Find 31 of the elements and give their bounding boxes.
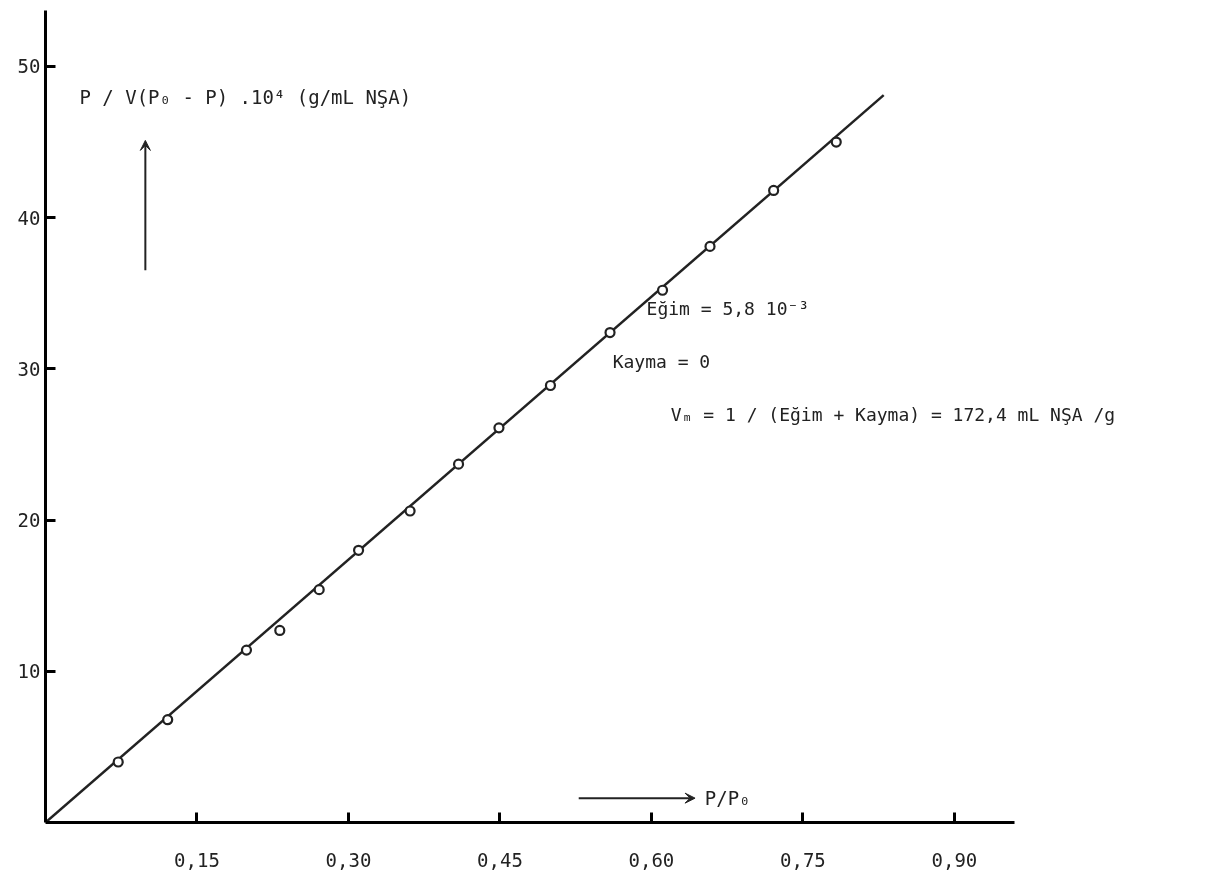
x-tick-label: 0,90 bbox=[931, 848, 978, 871]
point bbox=[240, 644, 253, 656]
annotation: Eğim = 5,8 10⁻³ bbox=[646, 298, 810, 320]
y-axis-title: P / V(P₀ - P) .10⁴ (g/mL NŞA) bbox=[79, 85, 412, 108]
x-tick-label: 0,30 bbox=[325, 848, 372, 871]
x-axis-title: P/P₀ bbox=[704, 787, 751, 810]
x-tick-label: 0,75 bbox=[780, 848, 826, 871]
x-tick-label: 0,45 bbox=[477, 848, 523, 871]
point bbox=[604, 326, 616, 339]
point bbox=[768, 184, 780, 197]
annotation: Vₘ = 1 / (Eğim + Kayma) = 172,4 mL NŞA /g bbox=[670, 403, 1116, 425]
y-tick-label: 10 bbox=[17, 660, 41, 683]
y-tick-label: 30 bbox=[17, 357, 41, 380]
y-tick-label: 20 bbox=[17, 509, 41, 532]
x-tick-label: 0,15 bbox=[174, 848, 220, 871]
point bbox=[704, 240, 716, 252]
y-tick-label: 40 bbox=[17, 206, 41, 229]
point bbox=[162, 714, 174, 726]
x-tick-label: 0,60 bbox=[628, 848, 675, 871]
point bbox=[452, 458, 465, 470]
point bbox=[656, 284, 669, 296]
point bbox=[830, 136, 842, 148]
point bbox=[544, 379, 557, 392]
point bbox=[112, 756, 124, 768]
point bbox=[313, 584, 325, 596]
annotation: Kayma = 0 bbox=[612, 350, 711, 372]
point bbox=[493, 422, 505, 434]
point bbox=[352, 544, 365, 556]
point bbox=[274, 624, 286, 637]
point bbox=[404, 505, 416, 517]
y-tick-label: 50 bbox=[17, 55, 41, 78]
